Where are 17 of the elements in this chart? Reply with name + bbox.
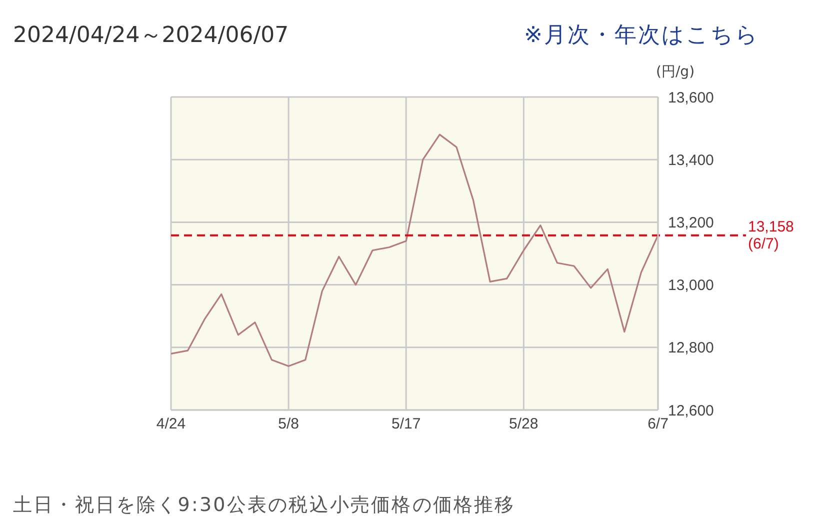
y-tick-label: 13,000 <box>668 277 714 294</box>
text: 土日・祝日を除く9:30公表の税込小売価格の価格推移 <box>13 493 516 518</box>
x-tick-label: 5/8 <box>278 416 299 433</box>
y-tick-label: 13,600 <box>668 89 714 106</box>
y-axis-title: (円/g) <box>656 63 695 81</box>
y-tick-label: 12,800 <box>668 340 714 357</box>
y-tick-label: 13,400 <box>668 152 714 169</box>
text: ※月次・年次はこちら <box>524 22 760 50</box>
x-tick-label: 5/28 <box>509 416 538 433</box>
x-tick-label: 5/17 <box>392 416 421 433</box>
y-tick-label: 12,600 <box>668 402 714 420</box>
chart-title: 2024/04/24～2024/06/07 <box>13 22 289 50</box>
y-tick-label: 13,200 <box>668 214 714 232</box>
ref-line-label: 13,158 (6/7) <box>748 218 794 252</box>
line-series <box>171 134 658 367</box>
x-tick-label: 4/24 <box>156 416 186 433</box>
x-tick-label: 6/7 <box>648 416 668 433</box>
